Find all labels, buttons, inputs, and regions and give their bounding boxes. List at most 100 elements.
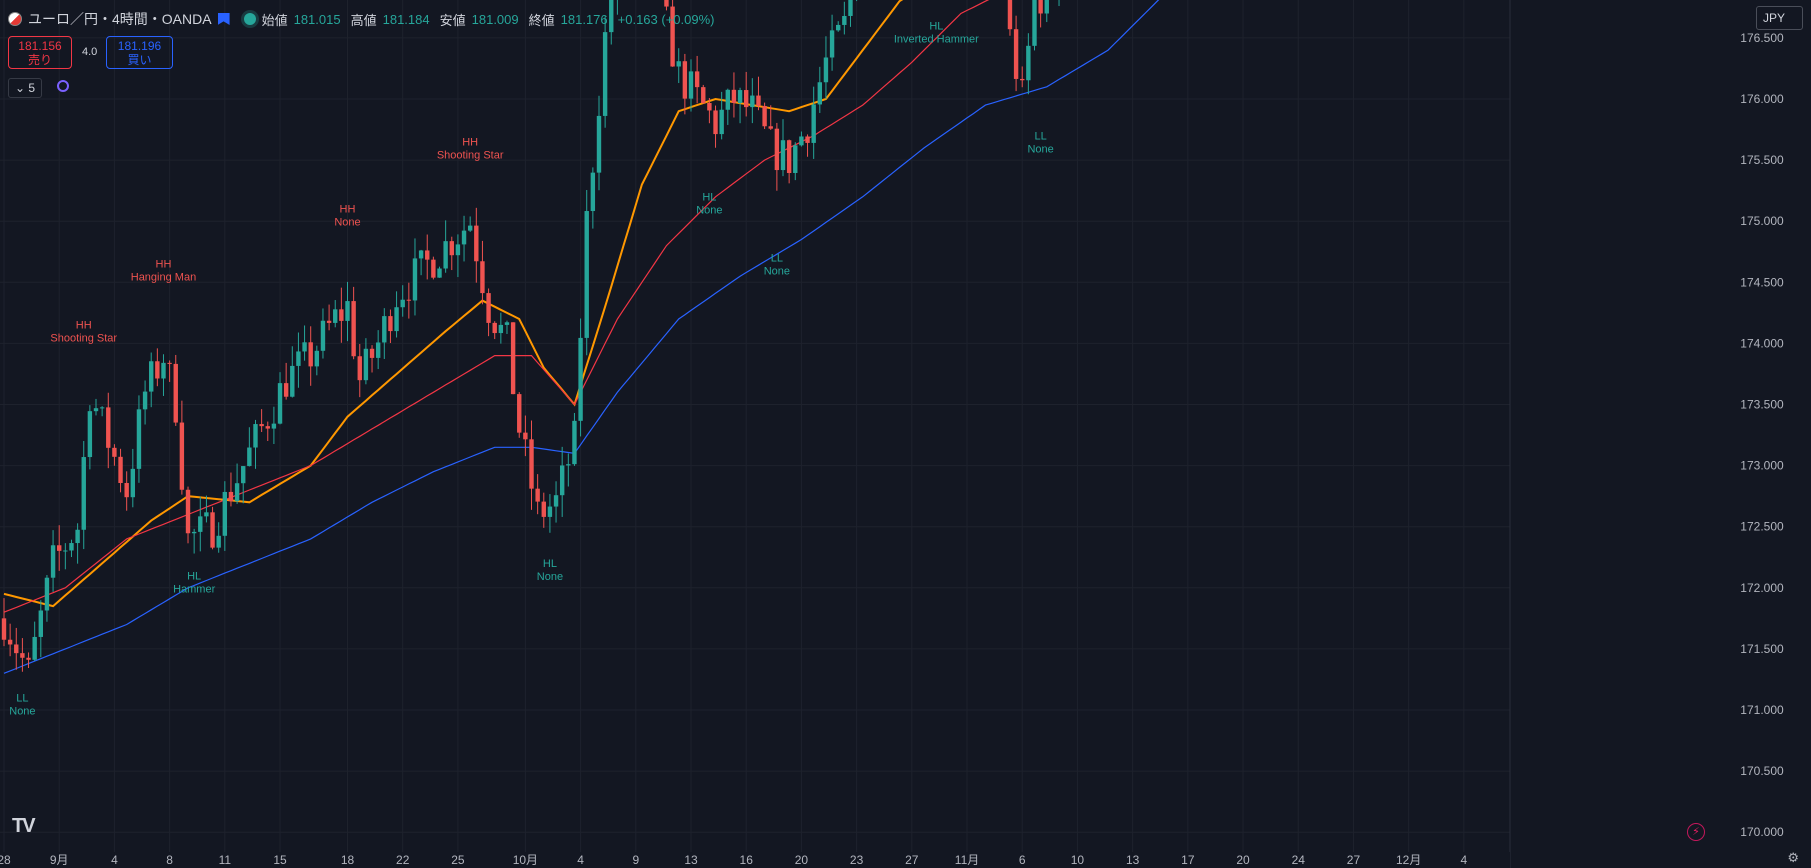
candle-body [842,15,847,25]
change-value: +0.163 (+0.09%) [617,11,715,27]
swing-label: HL None [696,192,722,217]
candle-body [805,136,810,143]
swing-label: HH Shooting Star [437,136,504,161]
candle-body [191,531,197,534]
swing-label: LL None [1027,130,1053,155]
candle-body [510,322,516,395]
candle-body [149,361,154,392]
candle-body [829,30,835,58]
price-axis: 170.000 170.500 171.000 171.500 172.000 172.5… [1509,0,1811,868]
candle-body [228,491,234,502]
time-tick-label: 23 [850,853,864,867]
price-tick-label: 174.000 [1740,336,1784,350]
candle-body [265,426,270,429]
candle-body [731,89,737,103]
candle-body [351,301,356,357]
candle-body [523,432,528,440]
time-tick-label: 27 [905,853,919,867]
candle-body [345,301,350,321]
candle-body [253,424,258,448]
indicator-toggle[interactable]: ⌄ 5 [8,78,43,98]
candle-body [425,250,430,260]
candle-body [786,140,792,174]
time-tick-label: 16 [740,853,754,867]
swing-label-line: HH [76,320,92,332]
candle-body [750,95,755,108]
candle-body [676,61,681,67]
swing-label-line: HH [462,136,478,148]
price-tick-label: 171.000 [1740,703,1784,717]
candle-body [302,342,307,352]
candle-body [167,362,172,364]
alert-zap-icon[interactable]: ⚡ [1687,823,1705,841]
candle-body [314,350,320,367]
candle-body [69,543,74,551]
candle-body [32,636,37,660]
candle-body [701,87,706,103]
candle-body [486,293,491,323]
swing-label-line: HL [187,570,201,582]
ma-line [3,0,990,613]
swing-label-line: LL [1035,130,1047,142]
candle-body [762,105,767,127]
gear-icon[interactable]: ⚙ [1787,850,1799,865]
price-tick-label: 173.500 [1740,398,1784,412]
price-tick-label: 170.500 [1740,764,1784,778]
swing-label-line: None [1027,143,1053,155]
candle-body [198,516,203,532]
time-tick-label: 9月 [50,853,69,867]
candle-body [234,483,240,502]
swing-label: LL None [764,253,790,278]
bookmark-icon[interactable] [217,13,230,25]
price-tick-label: 173.000 [1740,459,1784,473]
candle-body [566,464,571,466]
ma-line [3,0,904,608]
candle-body [811,104,816,143]
price-tick-label: 174.500 [1740,275,1784,289]
swing-label-line: HL [543,558,557,570]
candle-body [1044,0,1049,14]
time-tick-label: 10月 [513,853,538,867]
candle-body [130,468,136,498]
price-tick-label: 175.000 [1740,214,1784,228]
swing-label-line: HH [156,259,172,271]
time-tick-label: 28 [0,853,11,867]
buy-label: 買い [127,53,152,67]
candle-body [498,324,504,334]
candle-body [1013,29,1019,79]
time-axis-bg [0,852,1510,868]
buy-button[interactable]: 181.196 買い [106,36,173,69]
low-label: 安値 [439,12,466,28]
candle-body [63,550,68,552]
swing-label: LHNone [739,0,765,2]
candle-body [719,109,724,135]
candle-body [363,348,369,381]
swing-label-line: LL [16,693,28,705]
open-value: 181.015 [293,11,341,27]
price-tick-label: 176.000 [1740,92,1784,106]
close-label: 終値 [528,12,555,28]
time-tick-label: 15 [273,853,287,867]
currency-select[interactable]: JPY [1756,6,1803,30]
indicator-status-icon[interactable] [57,80,69,92]
sell-button[interactable]: 181.156 売り [8,36,72,69]
candle-body [418,250,424,259]
candle-body [394,307,399,332]
candle-body [326,320,332,323]
candle-body [106,407,111,448]
candle-body [664,0,669,7]
symbol-title[interactable]: ユーロ／円・4時間・OANDA [28,11,212,27]
ma-line [3,0,1160,674]
tradingview-logo-icon[interactable]: TV [12,815,36,837]
swing-label-line: HL [929,20,943,32]
candle-body [173,363,178,423]
candle-body [1007,0,1013,30]
candle-body [572,420,577,465]
candle-body [296,351,301,366]
price-tick-label: 171.500 [1740,642,1784,656]
price-tick-label: 176.500 [1740,31,1784,45]
low-value: 181.009 [471,11,519,27]
swing-label: HH Hanging Man [131,259,196,284]
market-open-icon [243,13,256,25]
